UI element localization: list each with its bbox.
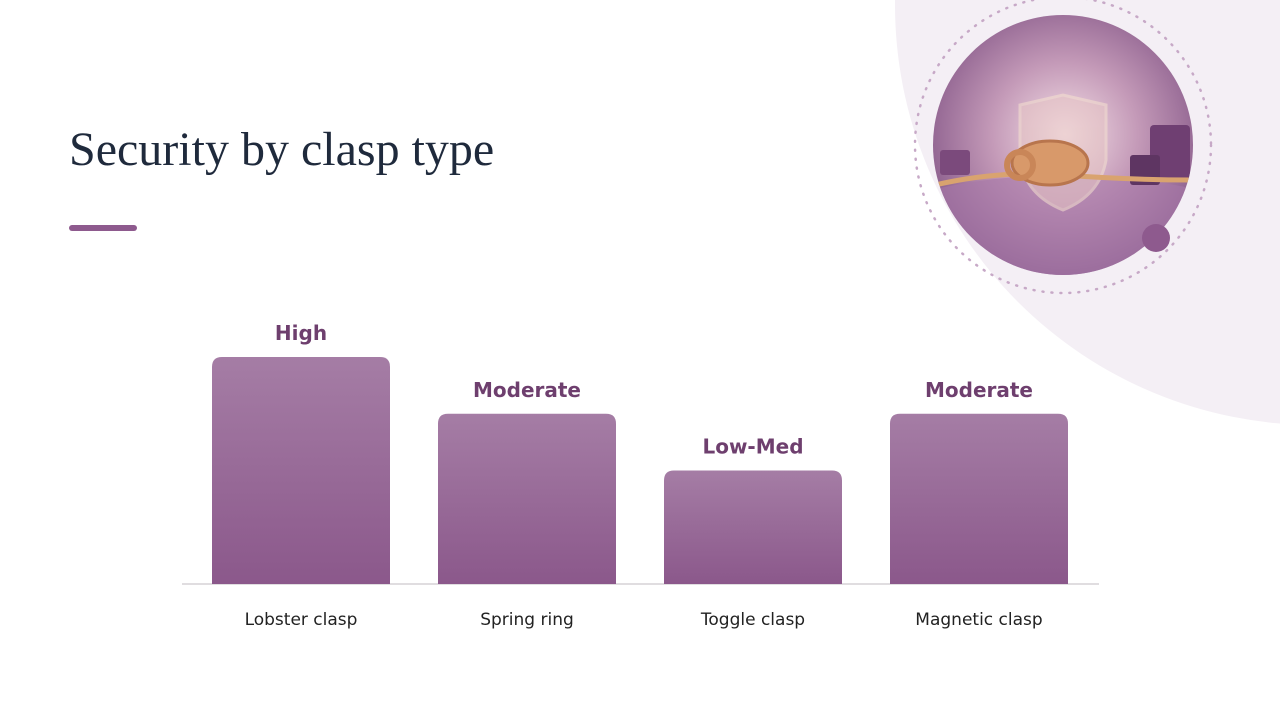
accent-dot [1142,224,1170,252]
value-label: Low-Med [702,435,803,459]
value-label: Moderate [473,378,581,402]
x-tick-label: Lobster clasp [245,610,358,630]
bar [890,413,1068,584]
bar [212,357,390,584]
value-label: Moderate [925,378,1033,402]
x-tick-label: Toggle clasp [700,610,805,630]
value-label: High [275,321,327,345]
title-underline [69,225,137,231]
x-tick-label: Spring ring [480,610,574,630]
chart-title: Security by clasp type [69,123,494,176]
bar [438,413,616,584]
bar [664,470,842,584]
x-tick-label: Magnetic clasp [915,610,1042,630]
dotted-ring [913,0,1213,295]
